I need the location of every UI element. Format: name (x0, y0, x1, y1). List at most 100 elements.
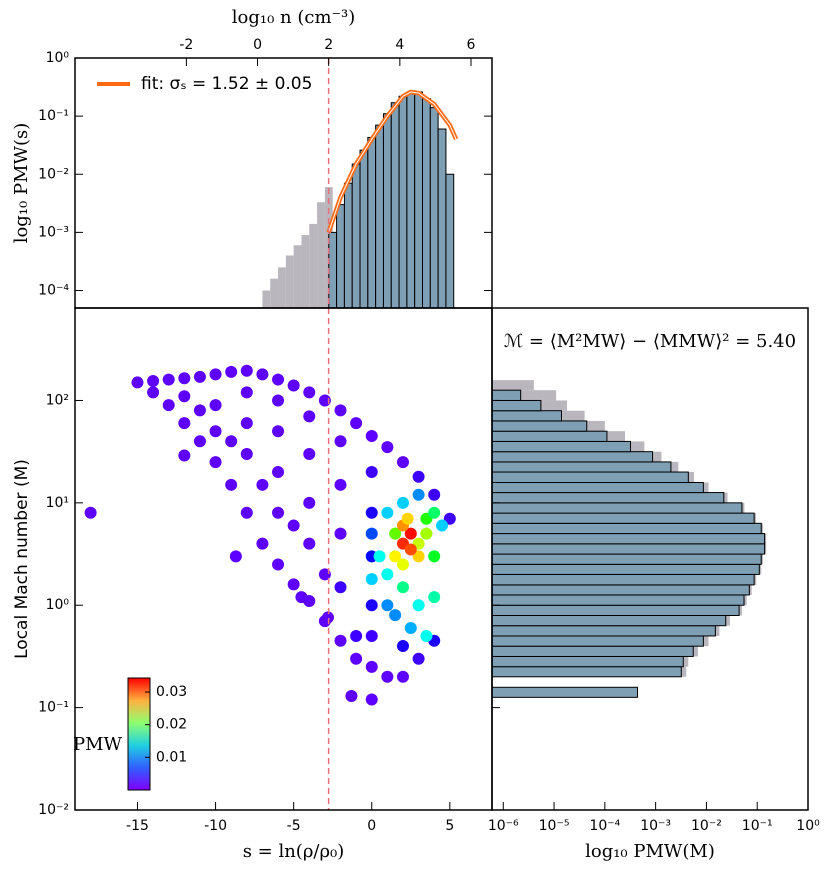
hist-bar (492, 604, 740, 616)
hist-bar (492, 512, 755, 524)
scatter-point (209, 425, 222, 438)
x-tick-label: 10⁻¹ (742, 818, 773, 834)
scatter-point (373, 550, 386, 563)
scatter-point (412, 488, 425, 501)
legend-label: fit: σₛ = 1.52 ± 0.05 (141, 74, 312, 94)
scatter-point (287, 379, 300, 392)
colorbar-tick-label: 0.02 (156, 717, 187, 733)
hist-bar (328, 231, 338, 308)
hist-bar (492, 584, 750, 596)
scatter-point (345, 689, 358, 702)
scatter-point (350, 417, 363, 430)
scatter-point (209, 368, 222, 381)
hist-bar (492, 625, 716, 637)
scatter-point (365, 599, 378, 612)
scatter-point (225, 478, 238, 491)
scatter-point (428, 488, 441, 501)
hist-bar (343, 182, 353, 308)
scatter-point (396, 496, 409, 509)
scatter-point (272, 466, 285, 479)
x2-tick-label: 6 (467, 37, 476, 53)
hist-bar (309, 223, 318, 308)
hist-bar (492, 380, 534, 391)
scatter-point (225, 365, 238, 378)
scatter-point (412, 550, 425, 563)
right-panel-plot (492, 380, 767, 698)
hist-bar (492, 563, 760, 575)
hist-bar (414, 91, 423, 308)
scatter-point (131, 376, 144, 389)
scatter-point (381, 670, 394, 683)
hist-bar (285, 255, 294, 308)
scatter-point (389, 527, 402, 540)
annotation: ℳ = ⟨M²MW⟩ − ⟨MMW⟩² = 5.40 (504, 331, 796, 352)
hist-bar (492, 573, 755, 586)
scatter-point (396, 456, 409, 469)
fit-line-core (328, 91, 457, 233)
x2-tick-label: 0 (253, 37, 262, 53)
scatter-point (443, 512, 456, 525)
top-panel-plot (262, 58, 459, 308)
hist-bar (492, 594, 745, 606)
colorbar-label: PMW (73, 734, 123, 755)
scatter-point (334, 581, 347, 594)
scatter-point (389, 550, 402, 563)
hist-bar (492, 451, 654, 463)
scatter-point (334, 527, 347, 540)
hist-bar (492, 686, 639, 698)
hist-bar (492, 635, 704, 647)
scatter-point (396, 558, 409, 571)
y-tick-label: 10¹ (46, 495, 69, 511)
scatter-point (420, 630, 433, 643)
scatter-point (334, 634, 347, 647)
x-tick-label: 10⁻³ (640, 818, 671, 834)
hist-bar (492, 440, 632, 453)
scatter-point (322, 611, 335, 624)
hist-bar (492, 553, 762, 565)
scatter-point (389, 609, 402, 622)
scatter-point (436, 519, 449, 532)
scatter-point (420, 527, 433, 540)
scatter-point (303, 386, 316, 399)
hist-bar (270, 278, 279, 308)
colorbar (127, 677, 151, 791)
scatter-point (256, 478, 269, 491)
hist-bar (375, 124, 384, 308)
hist-bar (492, 502, 743, 514)
x2-axis-label: log₁₀ n (cm⁻³) (232, 7, 356, 28)
scatter-point (303, 496, 316, 509)
scatter-point (272, 394, 285, 407)
scatter-point (240, 386, 253, 399)
axes: fit: σₛ = 1.52 ± 0.05 10⁻⁴ 10⁻³ 10⁻² 10⁻¹ 10⁰… (11, 7, 820, 862)
y-tick-label: 10² (46, 392, 69, 408)
scatter-point (365, 527, 378, 540)
scatter-point (428, 506, 441, 519)
scatter-point (428, 591, 441, 604)
hist-bar (492, 390, 557, 401)
scatter-point (287, 578, 300, 591)
scatter-point (303, 410, 316, 423)
hist-bar (492, 522, 762, 535)
x-tick-label: 10⁰ (796, 818, 820, 834)
scatter-point (404, 621, 417, 634)
y-tick-label: 10⁻² (38, 802, 69, 818)
hist-bar (492, 666, 682, 678)
scatter-point (272, 506, 285, 519)
scatter-point (256, 368, 269, 381)
scatter-point (365, 573, 378, 586)
colorbar-tick-label: 0.03 (156, 684, 187, 700)
hist-bar (262, 290, 271, 308)
scatter-point (193, 404, 206, 417)
hist-bar (492, 614, 727, 627)
scatter-point (229, 550, 242, 563)
scatter-point (240, 417, 253, 430)
scatter-point (209, 399, 222, 412)
scatter-point (334, 478, 347, 491)
x-tick-label: 10⁻⁴ (589, 818, 620, 834)
scatter-point (365, 693, 378, 706)
hist-bar (398, 95, 408, 308)
scatter-point (350, 630, 363, 643)
hist-bar (351, 163, 361, 308)
hist-bar (437, 128, 447, 308)
